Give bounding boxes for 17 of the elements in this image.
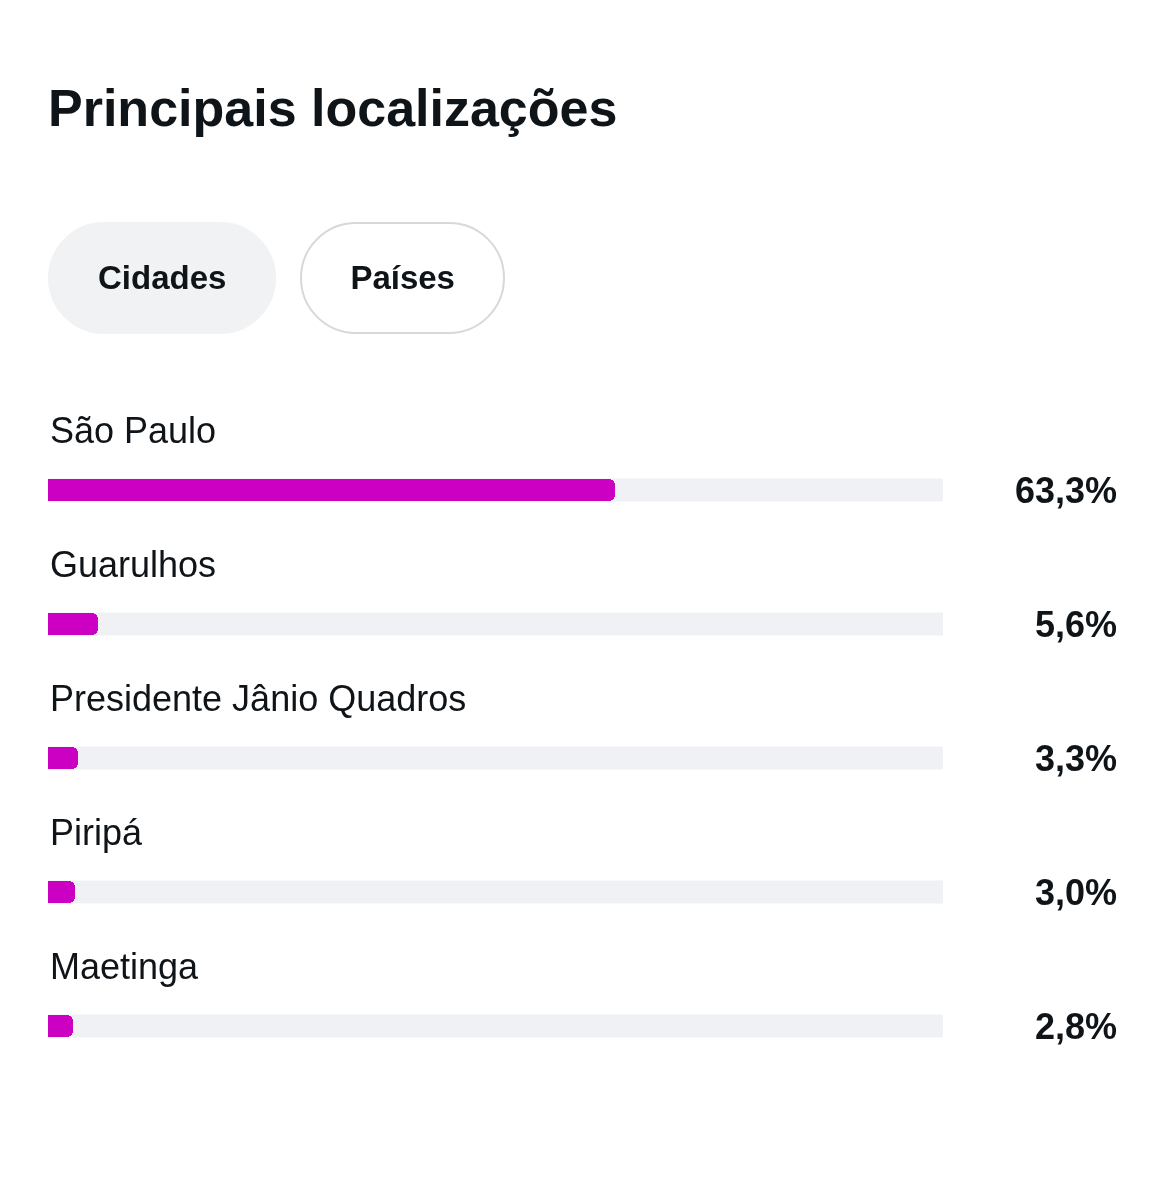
data-label: 5,6% [1035, 604, 1118, 645]
bar [48, 747, 78, 769]
y-tick-label: Piripá [50, 812, 144, 853]
data-label: 63,3% [1015, 470, 1118, 511]
text: Cidades [48, 222, 277, 334]
bar [48, 881, 75, 903]
chart-title: Principais localizações [48, 78, 618, 138]
data-label: 3,3% [1035, 738, 1118, 779]
y-tick-label: São Paulo [50, 410, 217, 451]
data-label: 2,8% [1035, 1006, 1118, 1047]
bar [48, 1015, 73, 1037]
y-tick-label: Maetinga [50, 946, 200, 987]
data-label: 3,0% [1035, 872, 1118, 913]
y-tick-label: Presidente Jânio Quadros [50, 678, 467, 719]
y-tick-label: Guarulhos [50, 544, 217, 585]
bar [48, 613, 98, 635]
text: Países [300, 222, 505, 334]
